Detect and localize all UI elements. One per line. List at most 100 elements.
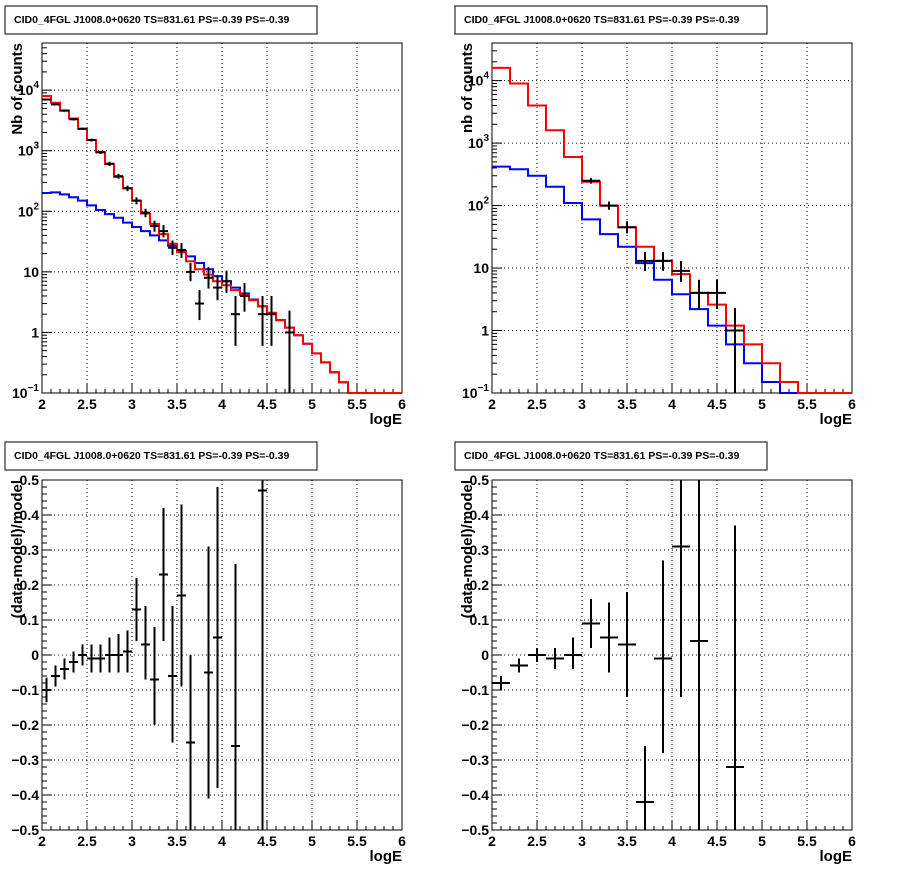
y-tick-label: −0.2 [461,717,489,733]
data-point [87,138,96,142]
data-point [231,295,240,346]
y-tick-label: 103 [468,133,490,151]
y-tick-base: 0.1 [20,612,40,628]
y-tick-label: 0 [481,647,489,663]
x-tick-label: 2 [38,833,46,849]
data-point [78,127,87,130]
y-tick-base: 10 [468,73,484,89]
data-point [69,118,78,121]
y-tick-label: −0.1 [461,682,489,698]
data-point [708,279,726,310]
y-tick-label: 0.5 [470,472,490,488]
data-point [240,283,249,312]
y-tick-label: −0.5 [461,822,489,838]
x-tick-label: 2 [488,833,496,849]
data-point [213,487,222,788]
series-line-0 [492,165,852,394]
data-point [51,103,60,106]
y-tick-label: 102 [18,201,40,219]
y-tick-base: 0 [31,647,39,663]
title-box [4,5,318,35]
x-tick-label: 2.5 [527,833,547,849]
data-point [618,592,636,697]
y-tick-base: −0.4 [461,787,489,803]
y-tick-label: 104 [18,80,40,98]
panel-4: CID0_4FGL J1008.0+0620 TS=831.61 PS=-0.3… [454,441,856,865]
y-tick-label: 0.3 [20,542,40,558]
data-point [114,634,123,673]
data-point [726,307,744,393]
data-point [105,637,114,673]
data-point [141,208,150,218]
y-tick-exponent: 3 [483,133,489,144]
data-point [204,267,213,289]
data-point [96,150,105,155]
data-point [159,225,168,238]
y-tick-base: −0.2 [461,717,489,733]
panel-2: CID0_4FGL J1008.0+0620 TS=831.61 PS=-0.3… [454,5,856,428]
data-point [231,564,240,830]
x-axis-label: logE [820,411,853,428]
data-point [195,290,204,321]
y-tick-base: 0.3 [20,542,40,558]
data-point [582,178,600,184]
y-tick-base: 0.4 [470,507,490,523]
y-tick-label: 10 [473,260,489,276]
data-point [672,260,690,282]
y-axis-label: (data-model)/model [459,480,476,618]
y-tick-base: 1 [31,324,39,340]
y-tick-label: 0.5 [20,472,40,488]
y-tick-base: −0.1 [461,682,489,698]
title-box [454,5,768,35]
x-tick-label: 4 [218,833,226,849]
y-tick-base: 10 [468,135,484,151]
y-tick-exponent: 4 [33,80,39,91]
y-tick-label: 0.2 [470,577,490,593]
data-point [492,676,510,690]
y-tick-label: −0.4 [461,787,489,803]
data-point [150,220,159,232]
chart-title: CID0_4FGL J1008.0+0620 TS=831.61 PS=-0.3… [464,450,739,462]
y-tick-base: 10 [462,385,478,401]
y-tick-base: 0.2 [20,577,40,593]
data-point [132,578,141,641]
y-tick-base: 0.3 [470,542,490,558]
y-tick-label: −0.2 [11,717,39,733]
x-tick-label: 2.5 [77,396,97,412]
y-tick-base: 0.1 [470,612,490,628]
x-axis-label: logE [370,411,403,428]
x-tick-label: 3.5 [167,396,187,412]
chart-title: CID0_4FGL J1008.0+0620 TS=831.61 PS=-0.3… [464,14,739,26]
data-point [150,627,159,725]
panel-1: CID0_4FGL J1008.0+0620 TS=831.61 PS=-0.3… [4,5,406,428]
x-tick-label: 2.5 [527,396,547,412]
data-point [177,242,186,258]
data-point [168,240,177,255]
y-axis-label: Nb of counts [9,43,26,135]
y-tick-label: 0.1 [20,612,40,628]
data-point [618,221,636,234]
x-tick-label: 3 [578,396,586,412]
x-tick-label: 5.5 [797,833,817,849]
data-point [636,746,654,830]
y-tick-label: 103 [18,141,40,159]
chart-title: CID0_4FGL J1008.0+0620 TS=831.61 PS=-0.3… [14,14,289,26]
y-tick-base: 10 [12,385,28,401]
data-point [51,665,60,687]
y-axis-label: nb of counts [459,43,476,133]
data-point [213,275,222,301]
y-tick-base: −0.2 [11,717,39,733]
data-point [123,630,132,673]
x-tick-label: 4 [218,396,226,412]
y-tick-base: −0.3 [11,752,39,768]
panel-3: CID0_4FGL J1008.0+0620 TS=831.61 PS=-0.3… [4,441,406,865]
data-point [654,560,672,753]
y-tick-base: 0 [481,647,489,663]
data-point [690,279,708,310]
x-tick-label: 5.5 [347,396,367,412]
data-point [42,677,51,703]
y-tick-exponent: −1 [478,383,490,394]
y-tick-label: −0.3 [461,752,489,768]
x-tick-label: 2 [38,396,46,412]
x-tick-label: 3.5 [167,833,187,849]
